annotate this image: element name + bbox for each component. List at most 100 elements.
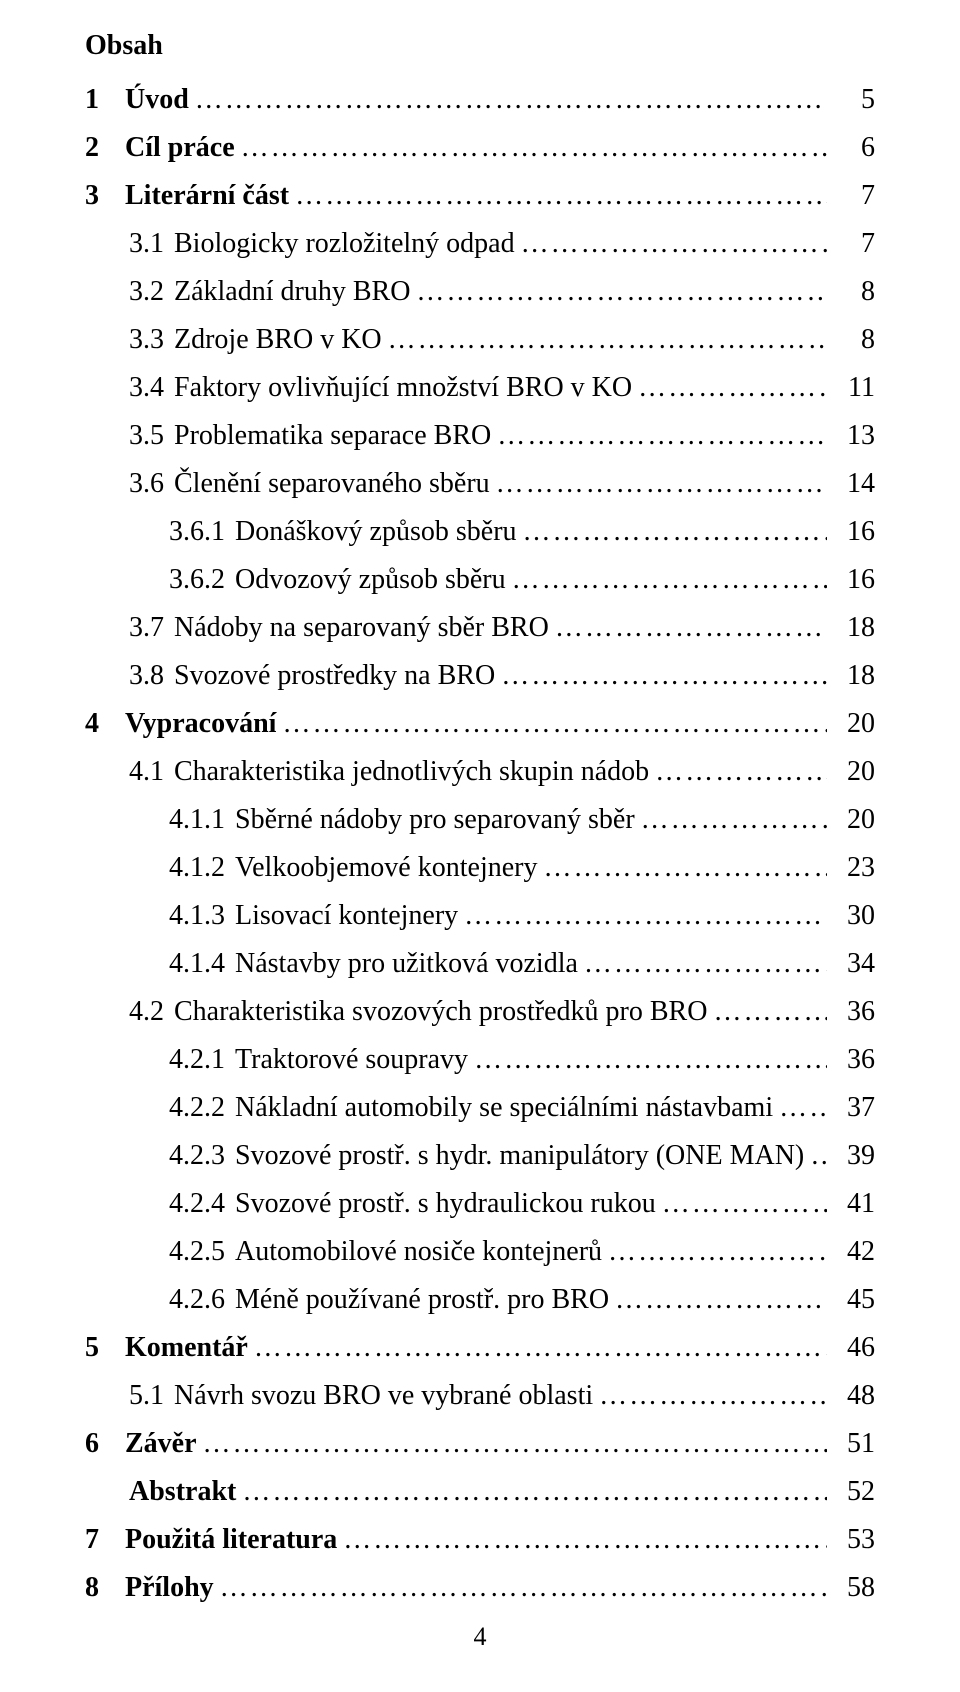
toc-entry-page: 16 [827,518,875,546]
toc-leader-dots [416,278,827,306]
toc-leader-dots [343,1526,827,1554]
toc-entry-page: 42 [827,1238,875,1266]
toc-row: Abstrakt 52 [85,1478,875,1506]
toc-entry-page: 8 [827,326,875,354]
toc-entry-number: 5.1 [129,1382,164,1410]
toc-entry-label: Přílohy [125,1574,220,1602]
toc-entry-page: 18 [827,614,875,642]
toc-entry-number: 4.2.3 [169,1142,225,1170]
toc-heading: Obsah [85,30,875,62]
toc-leader-dots [254,1334,827,1362]
toc-entry-page: 52 [827,1478,875,1506]
toc-entry-page: 23 [827,854,875,882]
toc-entry-number: 4.1.2 [169,854,225,882]
toc-entry-number: 4.2.4 [169,1190,225,1218]
toc-leader-dots [641,806,827,834]
toc-row: 4.2Charakteristika svozových prostředků … [85,998,875,1026]
toc-entry-page: 18 [827,662,875,690]
toc-row: 8Přílohy58 [85,1574,875,1602]
toc-entry-page: 20 [827,710,875,738]
toc-leader-dots [195,86,827,114]
toc-entry-label: Sběrné nádoby pro separovaný sběr [235,806,641,834]
toc-row: 3.6.1Donáškový způsob sběru16 [85,518,875,546]
toc-entry-page: 7 [827,182,875,210]
toc-entry-label: Traktorové soupravy [235,1046,474,1074]
toc-entry-number: 3.8 [129,662,164,690]
toc-entry-number: 2 [85,134,115,162]
toc-entry-page: 16 [827,566,875,594]
toc-container: 1Úvod52Cíl práce63Literární část73.1Biol… [85,86,875,1602]
toc-leader-dots [496,470,827,498]
toc-entry-page: 8 [827,278,875,306]
toc-leader-dots [599,1382,827,1410]
toc-entry-label: Literární část [125,182,295,210]
toc-entry-number: 4.2.2 [169,1094,225,1122]
toc-entry-label: Členění separovaného sběru [174,470,496,498]
toc-entry-label: Automobilové nosiče kontejnerů [235,1238,608,1266]
toc-leader-dots [523,518,827,546]
toc-entry-label: Návrh svozu BRO ve vybrané oblasti [174,1382,599,1410]
toc-entry-page: 20 [827,758,875,786]
toc-leader-dots [203,1430,827,1458]
toc-leader-dots [242,1478,827,1506]
toc-leader-dots [388,326,827,354]
toc-leader-dots [555,614,827,642]
toc-entry-label: Základní druhy BRO [174,278,416,306]
toc-leader-dots [501,662,827,690]
toc-leader-dots [220,1574,827,1602]
toc-leader-dots [512,566,827,594]
toc-entry-label: Abstrakt [129,1478,242,1506]
toc-entry-number: 4.2.1 [169,1046,225,1074]
toc-entry-number: 3.6.1 [169,518,225,546]
toc-row: 6Závěr51 [85,1430,875,1458]
toc-row: 3.1Biologicky rozložitelný odpad7 [85,230,875,258]
toc-row: 4.2.2Nákladní automobily se speciálními … [85,1094,875,1122]
toc-entry-number: 3.5 [129,422,164,450]
toc-row: 3.7 Nádoby na separovaný sběr BRO 18 [85,614,875,642]
toc-row: 4.2.4 Svozové prostř. s hydraulickou ruko… [85,1190,875,1218]
toc-entry-number: 5 [85,1334,115,1362]
toc-entry-label: Nádoby na separovaný sběr BRO [174,614,555,642]
toc-leader-dots [584,950,827,978]
toc-leader-dots [662,1190,827,1218]
toc-leader-dots [474,1046,827,1074]
toc-leader-dots [295,182,827,210]
toc-row: 4.2.5Automobilové nosiče kontejnerů42 [85,1238,875,1266]
toc-row: 1Úvod5 [85,86,875,114]
toc-entry-label: Svozové prostř. s hydraulickou rukou [235,1190,662,1218]
toc-row: 5.1 Návrh svozu BRO ve vybrané oblasti 48 [85,1382,875,1410]
toc-row: 3.5Problematika separace BRO13 [85,422,875,450]
toc-leader-dots [713,998,827,1026]
toc-entry-number: 4.1 [129,758,164,786]
toc-entry-number: 6 [85,1430,115,1458]
toc-entry-label: Problematika separace BRO [174,422,497,450]
toc-entry-number: 4.1.3 [169,902,225,930]
toc-entry-number: 4 [85,710,115,738]
toc-entry-number: 8 [85,1574,115,1602]
toc-row: 3.2Základní druhy BRO8 [85,278,875,306]
toc-entry-page: 6 [827,134,875,162]
toc-leader-dots [521,230,827,258]
toc-row: 3.8 Svozové prostředky na BRO 18 [85,662,875,690]
toc-entry-number: 1 [85,86,115,114]
toc-entry-page: 48 [827,1382,875,1410]
toc-entry-label: Charakteristika jednotlivých skupin nádo… [174,758,655,786]
toc-entry-page: 41 [827,1190,875,1218]
toc-entry-page: 11 [827,374,875,402]
toc-entry-page: 46 [827,1334,875,1362]
toc-row: 4.1 Charakteristika jednotlivých skupin n… [85,758,875,786]
toc-entry-number: 3.6.2 [169,566,225,594]
toc-entry-label: Komentář [125,1334,254,1362]
toc-entry-page: 5 [827,86,875,114]
toc-entry-label: Nástavby pro užitková vozidla [235,950,584,978]
toc-row: 4.2.6Méně používané prostř. pro BRO45 [85,1286,875,1314]
toc-entry-page: 53 [827,1526,875,1554]
toc-entry-label: Svozové prostř. s hydr. manipulátory (ON… [235,1142,810,1170]
toc-row: 2Cíl práce6 [85,134,875,162]
toc-entry-number: 3.7 [129,614,164,642]
toc-leader-dots [543,854,827,882]
page-number-footer: 4 [85,1622,875,1652]
toc-row: 3.3Zdroje BRO v KO8 [85,326,875,354]
toc-entry-number: 3.3 [129,326,164,354]
toc-entry-label: Svozové prostředky na BRO [174,662,501,690]
